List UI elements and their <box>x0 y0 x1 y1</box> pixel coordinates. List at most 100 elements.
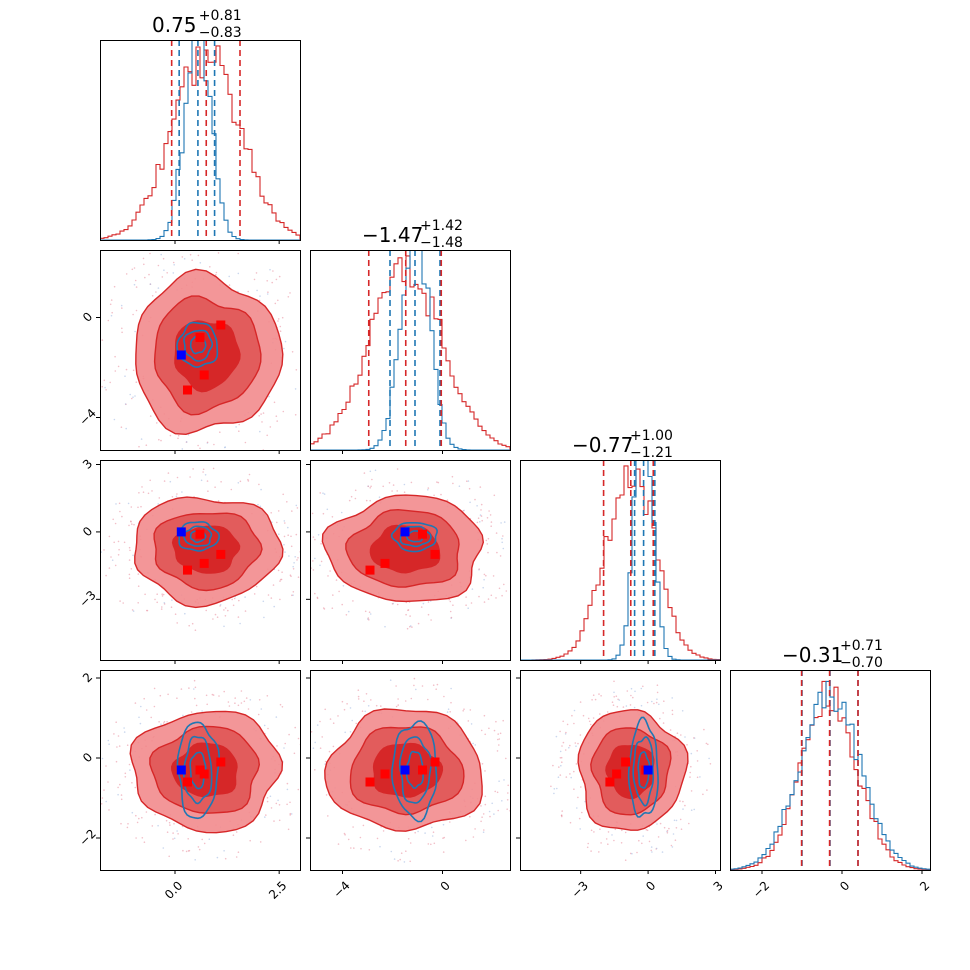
sample-dot <box>328 750 331 753</box>
sample-dot <box>507 792 509 794</box>
sample-dot <box>158 497 161 499</box>
sample-dot <box>244 610 247 612</box>
sample-dot <box>189 476 191 478</box>
panel-hist-0 <box>100 40 300 240</box>
sample-dot <box>162 593 165 596</box>
sample-dot <box>467 607 470 609</box>
sample-dot <box>708 757 710 760</box>
sample-dot <box>134 702 137 704</box>
sample-dot <box>651 851 653 853</box>
sample-dot <box>582 714 585 717</box>
sample-dot <box>212 618 214 620</box>
sample-dot <box>133 267 136 269</box>
sample-dot <box>239 622 241 625</box>
sample-dot <box>278 819 281 822</box>
sample-dot <box>555 735 558 738</box>
sample-dot <box>390 850 393 853</box>
sample-dot <box>206 703 208 706</box>
sample-dot <box>448 598 451 601</box>
primary-marker <box>418 529 427 539</box>
x-tick-label: 0 <box>837 878 852 893</box>
sample-dot <box>521 555 523 557</box>
sample-dot <box>307 806 309 808</box>
sample-dot <box>405 850 407 852</box>
sample-dot <box>365 499 368 502</box>
sample-dot <box>247 478 249 481</box>
sample-dot <box>156 593 158 595</box>
sample-dot <box>238 430 240 433</box>
sample-dot <box>115 721 117 723</box>
sample-dot <box>360 847 362 850</box>
sample-dot <box>317 534 320 536</box>
sample-dot <box>676 732 679 734</box>
sample-dot <box>298 568 300 570</box>
sample-dot <box>231 598 233 601</box>
sample-dot <box>307 364 309 366</box>
sample-dot <box>590 850 592 852</box>
sample-dot <box>244 596 246 598</box>
sample-dot <box>481 519 484 522</box>
sample-dot <box>564 733 567 735</box>
sample-dot <box>680 734 682 736</box>
sample-dot <box>306 553 308 555</box>
x-tick-label: −4 <box>330 878 352 900</box>
sample-dot <box>175 495 178 498</box>
sample-dot <box>463 509 465 512</box>
sample-dot <box>324 760 327 763</box>
sample-dot <box>206 480 209 482</box>
sample-dot <box>337 843 340 845</box>
sample-dot <box>316 596 319 599</box>
sample-dot <box>327 815 329 817</box>
sample-dot <box>518 788 520 790</box>
sample-dot <box>156 422 158 424</box>
sample-dot <box>273 401 276 404</box>
truth-marker <box>176 527 186 537</box>
sample-dot <box>290 575 292 578</box>
sample-dot <box>462 710 465 712</box>
sample-dot <box>279 578 282 581</box>
sample-dot <box>138 817 140 820</box>
sample-dot <box>120 822 122 825</box>
sample-dot <box>135 814 137 817</box>
x-tick-label: 2.5 <box>266 878 289 901</box>
sample-dot <box>205 694 208 697</box>
sample-dot <box>184 455 186 457</box>
sample-dot <box>101 757 104 760</box>
sample-dot <box>357 695 360 698</box>
sample-dot <box>564 749 567 751</box>
sample-dot <box>129 769 131 771</box>
panel-hist-2 <box>520 460 720 660</box>
primary-marker <box>195 529 205 539</box>
sample-dot <box>308 522 310 524</box>
sample-dot <box>174 613 177 615</box>
sample-dot <box>131 782 133 784</box>
sample-dot <box>191 622 194 625</box>
sample-dot <box>125 273 128 275</box>
sample-dot <box>304 817 306 819</box>
sample-dot <box>279 580 281 582</box>
x-tick-label: 3 <box>711 878 726 893</box>
sample-dot <box>578 817 581 820</box>
sample-dot <box>141 816 143 819</box>
x-tick-label: 0.0 <box>162 878 185 901</box>
sample-dot <box>307 356 309 358</box>
sample-dot <box>107 739 110 742</box>
sample-dot <box>220 481 222 483</box>
sample-dot <box>294 726 297 729</box>
sample-dot <box>177 434 180 437</box>
sample-dot <box>479 486 482 488</box>
sample-dot <box>223 690 225 693</box>
sample-dot <box>185 850 188 853</box>
sample-dot <box>616 705 619 708</box>
sample-dot <box>671 697 673 699</box>
sample-dot <box>322 512 325 515</box>
primary-marker <box>195 333 205 342</box>
sample-dot <box>219 604 222 606</box>
sample-dot <box>590 829 593 832</box>
sample-dot <box>295 533 298 536</box>
sample-dot <box>696 776 699 779</box>
sample-dot <box>277 510 280 512</box>
sample-dot <box>171 496 174 498</box>
sample-dot <box>314 538 316 541</box>
sample-dot <box>143 841 146 843</box>
